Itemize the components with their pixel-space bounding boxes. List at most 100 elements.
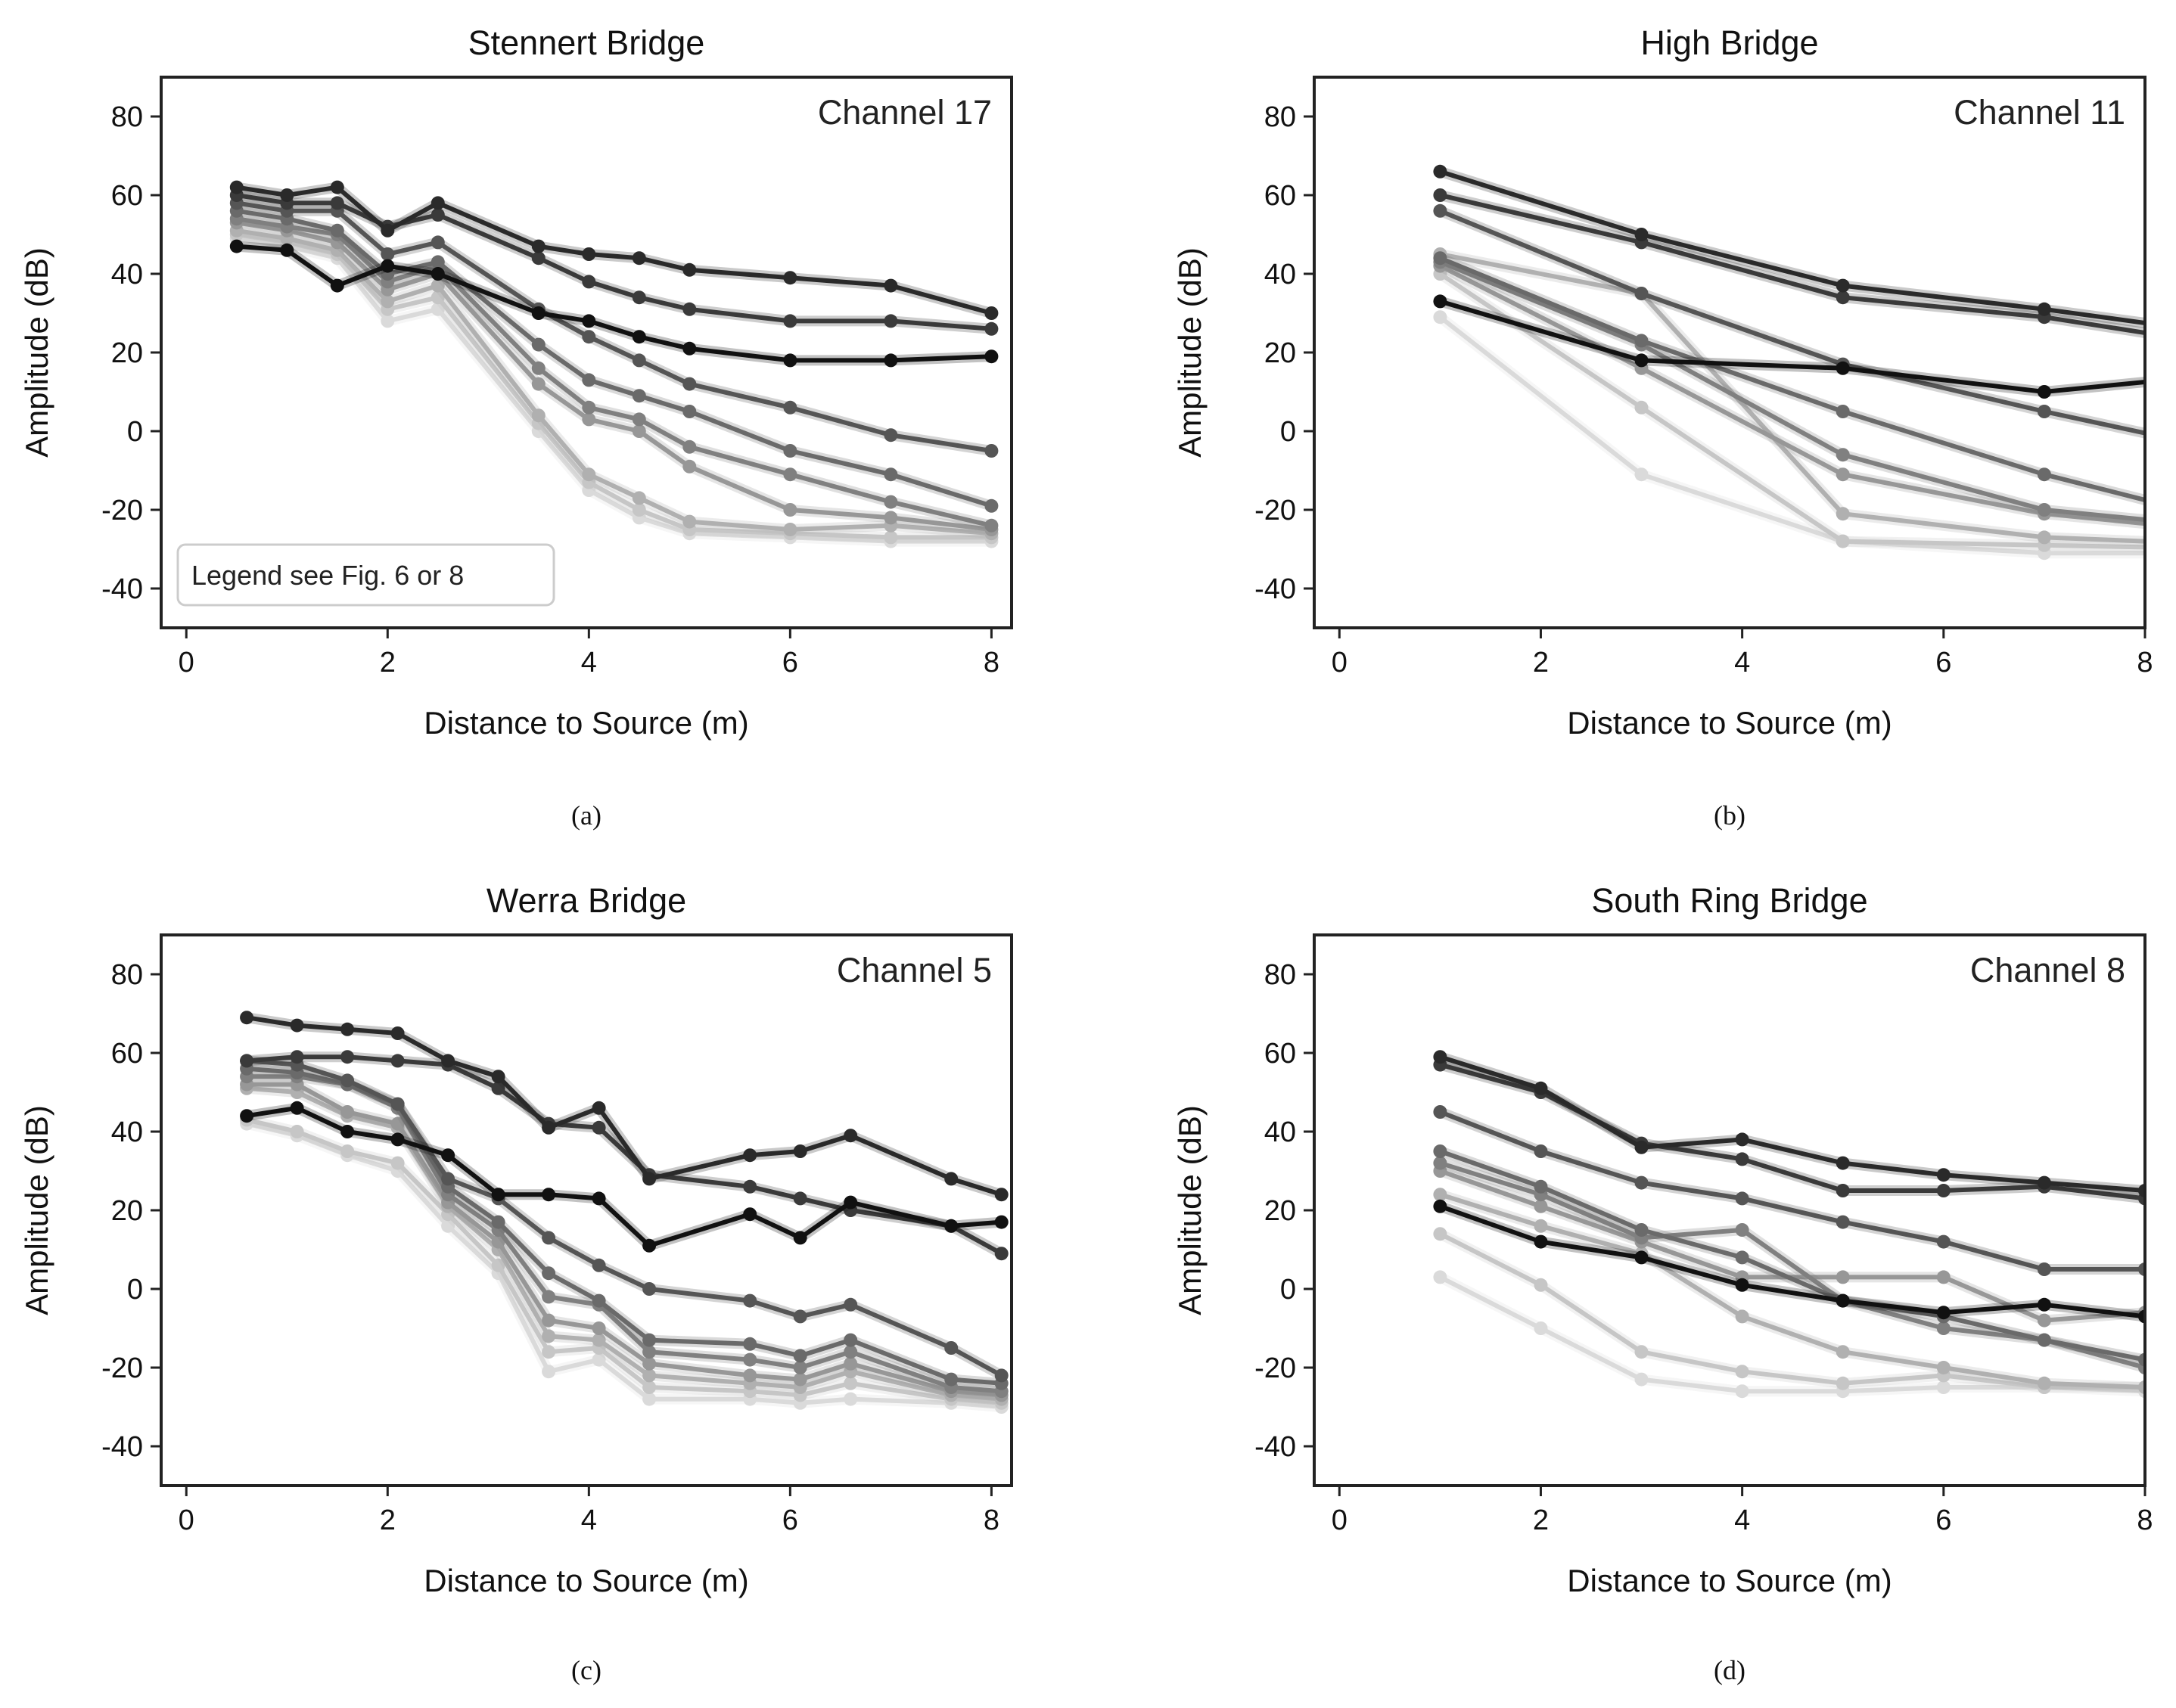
data-point-s4 xyxy=(1634,1175,1649,1190)
data-point-s5 xyxy=(1735,1250,1749,1265)
panel-caption: (a) xyxy=(571,800,602,831)
data-point-s8 xyxy=(2037,530,2051,545)
x-tick-label: 8 xyxy=(984,647,999,679)
data-point-s3 xyxy=(783,314,797,328)
series-line-s2 xyxy=(1439,1054,2145,1194)
data-point-s6 xyxy=(984,518,999,533)
data-point-s2 xyxy=(290,1018,304,1033)
data-point-s10 xyxy=(542,1365,556,1379)
data-point-s1 xyxy=(531,306,546,320)
data-point-s3 xyxy=(984,321,999,336)
channel-label: Channel 17 xyxy=(818,93,992,132)
data-point-s1 xyxy=(1836,361,1850,375)
data-point-s2 xyxy=(783,271,797,285)
data-point-s9 xyxy=(390,1156,405,1170)
data-point-s2 xyxy=(2138,1184,2145,1197)
data-point-s3 xyxy=(592,1120,606,1135)
data-point-s8 xyxy=(1936,1361,1951,1374)
data-point-s5 xyxy=(531,337,546,352)
data-point-s1 xyxy=(1634,1250,1649,1265)
data-point-s4 xyxy=(783,400,797,415)
y-tick-label: 0 xyxy=(127,1274,143,1306)
data-point-s7 xyxy=(632,424,646,438)
x-tick-label: 6 xyxy=(782,647,798,679)
series-group xyxy=(1433,164,2145,561)
y-tick-label: 40 xyxy=(111,259,143,290)
data-point-s9 xyxy=(542,1345,556,1359)
data-point-s9 xyxy=(1634,400,1649,415)
y-tick-label: 60 xyxy=(111,1038,143,1070)
data-point-s1 xyxy=(1534,1234,1548,1249)
data-point-s1 xyxy=(2037,1297,2051,1312)
data-point-s9 xyxy=(844,1376,858,1390)
data-point-s9 xyxy=(1534,1278,1548,1292)
data-point-s7 xyxy=(582,412,596,427)
data-point-s4 xyxy=(682,377,697,391)
data-point-s3 xyxy=(1836,290,1850,305)
data-point-s1 xyxy=(783,353,797,368)
data-point-s8 xyxy=(2037,1376,2051,1390)
series-line-s1 xyxy=(236,244,992,363)
data-point-s4 xyxy=(2037,1262,2051,1276)
data-point-s4 xyxy=(381,247,395,261)
x-tick-label: 0 xyxy=(179,1505,194,1536)
data-point-s8 xyxy=(1534,1219,1548,1233)
data-point-s8 xyxy=(1836,507,1850,521)
data-point-s6 xyxy=(793,1361,807,1374)
data-point-s4 xyxy=(340,1073,355,1088)
data-point-s10 xyxy=(1634,467,1649,482)
data-point-s6 xyxy=(884,495,898,509)
data-point-s5 xyxy=(642,1333,657,1347)
data-point-s8 xyxy=(431,278,445,293)
data-point-s4 xyxy=(1634,287,1649,300)
data-point-s9 xyxy=(290,1125,304,1138)
data-point-s4 xyxy=(582,330,596,344)
data-point-s2 xyxy=(984,306,999,320)
series-group xyxy=(1433,1050,2145,1399)
series-line-s5 xyxy=(236,208,993,508)
data-point-s1 xyxy=(340,1125,355,1138)
data-point-s7 xyxy=(531,377,546,391)
data-point-s3 xyxy=(1433,188,1447,202)
data-point-s4 xyxy=(1433,203,1447,218)
panel-caption: (b) xyxy=(1714,800,1745,831)
data-point-s4 xyxy=(1433,1105,1447,1119)
series-line-s3 xyxy=(236,193,992,331)
data-point-s5 xyxy=(1534,1179,1548,1194)
x-axis-label: Distance to Source (m) xyxy=(424,705,748,741)
series-band-s2 xyxy=(1438,1051,2145,1197)
data-point-s6 xyxy=(632,412,646,427)
data-point-s2 xyxy=(330,180,344,194)
data-point-s1 xyxy=(2037,385,2051,399)
data-point-s3 xyxy=(582,275,596,289)
data-point-s2 xyxy=(994,1188,1009,1202)
data-point-s2 xyxy=(280,188,294,202)
plot-frame xyxy=(160,933,1013,1487)
data-point-s2 xyxy=(381,223,395,238)
data-point-s2 xyxy=(1634,228,1649,241)
chart-title: High Bridge xyxy=(1640,23,1818,62)
data-point-s6 xyxy=(542,1290,556,1304)
data-point-s5 xyxy=(2037,1333,2051,1347)
x-tick-label: 0 xyxy=(179,647,194,679)
data-point-s9 xyxy=(1433,1227,1447,1241)
data-point-s9 xyxy=(1836,1376,1850,1390)
legend-note: Legend see Fig. 6 or 8 xyxy=(176,543,555,607)
series-line-s9 xyxy=(246,1117,1002,1405)
data-point-s2 xyxy=(229,180,244,194)
data-point-s5 xyxy=(542,1266,556,1281)
y-axis-label: Amplitude (dB) xyxy=(19,1105,54,1315)
y-tick-label: -20 xyxy=(101,495,143,526)
data-point-s9 xyxy=(1735,1365,1749,1379)
y-tick-label: 60 xyxy=(1264,180,1296,212)
data-point-s3 xyxy=(884,314,898,328)
data-point-s10 xyxy=(1735,1384,1749,1399)
data-point-s6 xyxy=(582,400,596,415)
data-point-s8 xyxy=(642,1368,657,1383)
data-point-s1 xyxy=(994,1215,1009,1229)
data-point-s2 xyxy=(1936,1168,1951,1182)
data-point-s2 xyxy=(491,1070,505,1084)
y-tick-label: 80 xyxy=(1264,959,1296,991)
data-point-s7 xyxy=(743,1368,757,1383)
data-point-s7 xyxy=(1936,1270,1951,1284)
